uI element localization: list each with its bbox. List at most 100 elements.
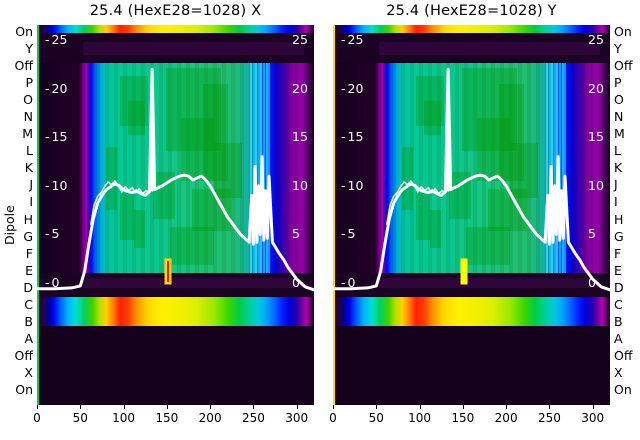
y-inner-tick-right-x-panel: 25 (292, 32, 308, 47)
heatmap-bright-column (553, 63, 556, 274)
heatmap-texture-patch (416, 75, 444, 127)
y-category-label-left: P (25, 75, 33, 91)
heatmap-bright-column (548, 63, 551, 274)
panel-left-edge (37, 25, 39, 405)
heatmap-texture-patch (133, 210, 146, 249)
y-inner-tick-right-y-panel: 10 (588, 177, 604, 193)
x-tick-label-y-panel: 0 (329, 411, 337, 425)
heatmap-bright-column (265, 63, 268, 274)
white-profile-trace (333, 67, 610, 292)
top-spectral-strip (333, 25, 610, 33)
heatmap-texture-patch (499, 84, 525, 181)
x-tick-mark (210, 405, 212, 409)
x-tick-label-x-panel: 300 (285, 411, 309, 425)
upper-gap-faint-band (378, 41, 601, 55)
y-category-label-left: K (24, 160, 33, 176)
x-tick-mark (253, 405, 255, 409)
y-inner-tick-y-panel: -25 (341, 32, 364, 47)
y-inner-tick-y-panel: -10 (341, 177, 364, 193)
y-inner-tick-right-y-panel: 20 (588, 80, 604, 96)
x-tick-label-x-panel: 200 (198, 411, 222, 425)
y-inner-tick-x-panel: -0 (45, 275, 60, 290)
y-category-label-left: Off (14, 58, 33, 74)
y-inner-tick-x-panel: -10 (45, 177, 68, 193)
y-category-label-left: Off (14, 347, 33, 363)
position-marker[interactable] (461, 259, 466, 283)
heatmap-texture-patch (424, 101, 442, 135)
x-tick-label-y-panel: 150 (451, 411, 475, 425)
x-tick-mark (419, 405, 421, 409)
heatmap-bright-column (249, 63, 252, 274)
y-category-label-left: Y (25, 41, 33, 57)
y-inner-tick-right-y-panel: 5 (588, 226, 596, 242)
y-category-label-right: F (614, 245, 622, 261)
heatmap-texture-patch (128, 101, 146, 135)
y-category-label-left: I (29, 194, 33, 210)
y-category-label-right: I (614, 194, 618, 210)
y-category-label-left: F (25, 245, 33, 261)
x-tick-label-x-panel: 100 (112, 411, 136, 425)
panel-title-x: 25.4 (HexE28=1028) X (89, 3, 262, 19)
heatmap-bright-column (564, 63, 567, 274)
y-category-label-right: E (614, 262, 622, 278)
y-category-label-left: On (15, 382, 33, 397)
heatmap-texture-patch (465, 227, 511, 265)
heatmap-texture-patch (120, 193, 134, 240)
y-category-label-right: X (614, 364, 623, 380)
y-category-label-right: Off (614, 58, 633, 74)
heatmap-bright-column (262, 63, 265, 274)
x-tick-mark (123, 405, 125, 409)
y-inner-tick-right-x-panel: 20 (292, 80, 308, 96)
y-category-label-right: On (614, 382, 632, 397)
x-tick-label-y-panel: 300 (581, 411, 605, 425)
heatmap-texture-patch (214, 143, 242, 198)
y-inner-tick-y-panel: -5 (341, 226, 356, 242)
lower-gap-faint-band (82, 278, 305, 288)
y-category-label-right: G (614, 228, 624, 244)
y-inner-tick-right-y-panel: 15 (588, 129, 604, 145)
y-category-label-right: D (614, 279, 624, 295)
y-category-label-right: Y (614, 41, 622, 57)
x-tick-mark (333, 405, 334, 409)
upper-gap-faint-band (82, 41, 305, 55)
y-category-label-right: P (614, 75, 622, 91)
x-tick-label-x-panel: 50 (72, 411, 88, 425)
y-category-label-left: E (25, 262, 33, 278)
heatmap-texture-patch (153, 172, 176, 219)
heatmap-bright-column (268, 63, 271, 274)
y-category-label-right: N (614, 109, 624, 125)
y-category-label-right: L (614, 143, 621, 159)
y-category-label-right: On (614, 24, 632, 39)
bottom-spectral-strip (37, 296, 314, 326)
heatmap-texture-patch (165, 67, 222, 152)
heatmap-panel-y[interactable] (333, 25, 610, 405)
y-category-label-left: N (23, 109, 33, 125)
y-inner-tick-y-panel: -0 (341, 275, 356, 290)
y-category-label-left: B (24, 313, 33, 329)
heatmap-panel-x[interactable] (37, 25, 314, 405)
y-category-label-left: On (15, 24, 33, 39)
lower-gap-faint-band (378, 278, 601, 288)
heatmap-texture-patch (402, 147, 414, 211)
y-category-label-left: O (23, 92, 33, 108)
heatmap-texture-patch (181, 117, 215, 181)
bottom-spectral-strip (333, 296, 610, 326)
heatmap-texture-patch (169, 227, 215, 265)
y-category-label-left: A (24, 330, 33, 346)
heatmap-texture-patch (461, 67, 518, 152)
y-category-label-right: C (614, 296, 623, 312)
y-category-label-left: M (22, 126, 33, 142)
x-tick-mark (296, 405, 298, 409)
y-inner-tick-right-x-panel: 10 (292, 177, 308, 193)
x-tick-mark (80, 405, 82, 409)
y-category-label-right: O (614, 92, 624, 108)
position-marker[interactable] (165, 259, 170, 283)
x-tick-label-x-panel: 250 (241, 411, 265, 425)
y-inner-tick-right-x-panel: 15 (292, 129, 308, 145)
y-category-label-left: J (29, 177, 33, 193)
y-category-label-right: H (614, 211, 624, 227)
y-category-label-right: M (614, 126, 625, 142)
y-category-label-right: A (614, 330, 623, 346)
heatmap-texture-patch (416, 193, 430, 240)
x-tick-mark (166, 405, 168, 409)
